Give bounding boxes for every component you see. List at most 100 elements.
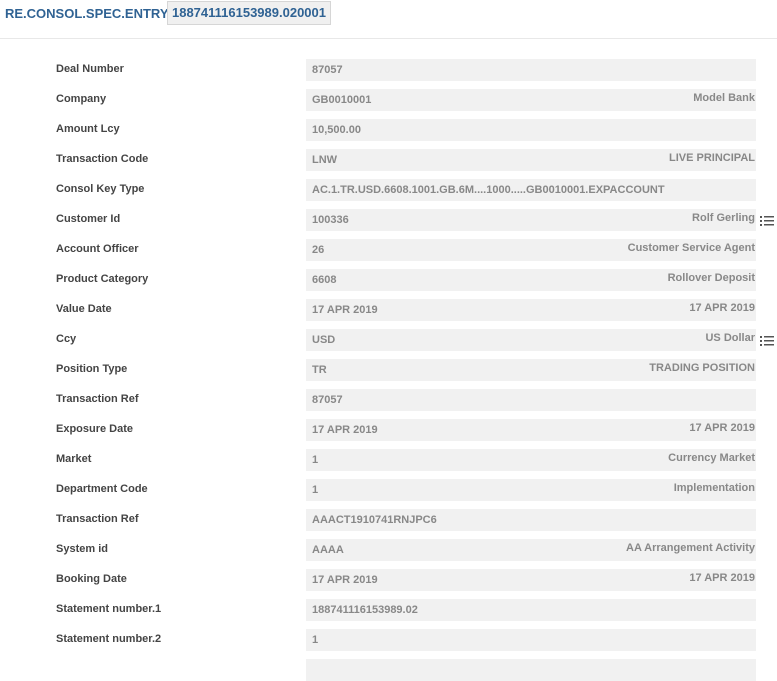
field-value: 17 APR 2019 [312,304,378,316]
field-row: Position Type TR TRADING POSITION [0,359,777,381]
field-description: 17 APR 2019 [689,422,755,434]
field-value-box: 6608 Rollover Deposit [306,269,756,291]
field-value: AAACT1910741RNJPC6 [312,514,437,526]
field-label: Statement number.1 [56,603,162,615]
field-label: Account Officer [56,243,139,255]
field-description: US Dollar [705,332,755,344]
field-row: Transaction Code LNW LIVE PRINCIPAL [0,149,777,171]
field-label: Value Date [56,303,112,315]
field-description: 17 APR 2019 [689,572,755,584]
field-value-box: 100336 Rolf Gerling [306,209,756,231]
page-title: RE.CONSOL.SPEC.ENTRY [5,6,169,21]
field-description: Rolf Gerling [692,212,755,224]
field-value-box: TR TRADING POSITION [306,359,756,381]
field-value: 1 [312,634,319,646]
field-row: Transaction Ref 87057 [0,389,777,411]
field-value-box: AAACT1910741RNJPC6 [306,509,756,531]
field-value-box: 87057 [306,389,756,411]
field-label: Market [56,453,92,465]
field-label: Department Code [56,483,148,495]
field-label: System id [56,543,108,555]
field-label: Consol Key Type [56,183,145,195]
field-value: 26 [312,244,325,256]
field-row: Statement number.1 188741116153989.02 [0,599,777,621]
field-row: Account Officer 26 Customer Service Agen… [0,239,777,261]
field-row: Deal Number 87057 [0,59,777,81]
field-value-box: 1 [306,629,756,651]
field-value: 87057 [312,394,343,406]
field-row: Transaction Ref AAACT1910741RNJPC6 [0,509,777,531]
field-value-box: 17 APR 2019 17 APR 2019 [306,569,756,591]
field-row: Market 1 Currency Market [0,449,777,471]
field-description: 17 APR 2019 [689,302,755,314]
field-label: Deal Number [56,63,124,75]
field-row [0,659,777,681]
field-description: Customer Service Agent [627,242,755,254]
field-row: Department Code 1 Implementation [0,479,777,501]
field-label: Transaction Code [56,153,149,165]
field-label: Ccy [56,333,77,345]
field-value: LNW [312,154,338,166]
field-label: Customer Id [56,213,121,225]
field-value: 6608 [312,274,337,286]
field-value-box: 1 Currency Market [306,449,756,471]
field-label: Transaction Ref [56,393,139,405]
field-label: Statement number.2 [56,633,162,645]
field-row: Statement number.2 1 [0,629,777,651]
header: RE.CONSOL.SPEC.ENTRY 188741116153989.020… [0,0,777,39]
field-description: Rollover Deposit [667,272,755,284]
field-row: Amount Lcy 10,500.00 [0,119,777,141]
field-value-box: USD US Dollar [306,329,756,351]
field-row: Consol Key Type AC.1.TR.USD.6608.1001.GB… [0,179,777,201]
field-label: Booking Date [56,573,127,585]
field-description: AA Arrangement Activity [626,542,755,554]
field-value-box: 1 Implementation [306,479,756,501]
field-row: Product Category 6608 Rollover Deposit [0,269,777,291]
field-value: 10,500.00 [312,124,361,136]
field-label: Amount Lcy [56,123,120,135]
field-value-box: 188741116153989.02 [306,599,756,621]
field-label: Transaction Ref [56,513,139,525]
field-value-box: AAAA AA Arrangement Activity [306,539,756,561]
list-icon[interactable] [760,335,774,347]
field-value-box: GB0010001 Model Bank [306,89,756,111]
field-row: Company GB0010001 Model Bank [0,89,777,111]
field-row: System id AAAA AA Arrangement Activity [0,539,777,561]
field-value-box: 17 APR 2019 17 APR 2019 [306,419,756,441]
field-value: 17 APR 2019 [312,424,378,436]
field-row: Customer Id 100336 Rolf Gerling [0,209,777,231]
field-row: Booking Date 17 APR 2019 17 APR 2019 [0,569,777,591]
field-value-box: AC.1.TR.USD.6608.1001.GB.6M....1000.....… [306,179,756,201]
field-value-box [306,659,756,681]
field-value: AC.1.TR.USD.6608.1001.GB.6M....1000.....… [312,184,665,196]
field-label: Position Type [56,363,128,375]
field-row: Exposure Date 17 APR 2019 17 APR 2019 [0,419,777,441]
field-description: LIVE PRINCIPAL [669,152,755,164]
record-id-box: 188741116153989.020001 [167,1,331,25]
field-value: 188741116153989.02 [312,604,418,616]
field-row: Value Date 17 APR 2019 17 APR 2019 [0,299,777,321]
field-value: 1 [312,454,319,466]
field-value-box: 26 Customer Service Agent [306,239,756,261]
field-label: Company [56,93,107,105]
field-value: USD [312,334,336,346]
field-value-box: 87057 [306,59,756,81]
field-description: TRADING POSITION [649,362,755,374]
field-row: Ccy USD US Dollar [0,329,777,351]
field-value-box: LNW LIVE PRINCIPAL [306,149,756,171]
list-icon[interactable] [760,215,774,227]
field-value: TR [312,364,327,376]
field-label: Exposure Date [56,423,134,435]
field-value-box: 10,500.00 [306,119,756,141]
field-description: Currency Market [668,452,755,464]
field-description: Implementation [673,482,755,494]
field-label: Product Category [56,273,149,285]
field-value-box: 17 APR 2019 17 APR 2019 [306,299,756,321]
field-value: 100336 [312,214,349,226]
field-value: AAAA [312,544,344,556]
field-value: 1 [312,484,319,496]
field-value: 87057 [312,64,343,76]
field-value: 17 APR 2019 [312,574,378,586]
field-value: GB0010001 [312,94,372,106]
field-description: Model Bank [693,92,755,104]
